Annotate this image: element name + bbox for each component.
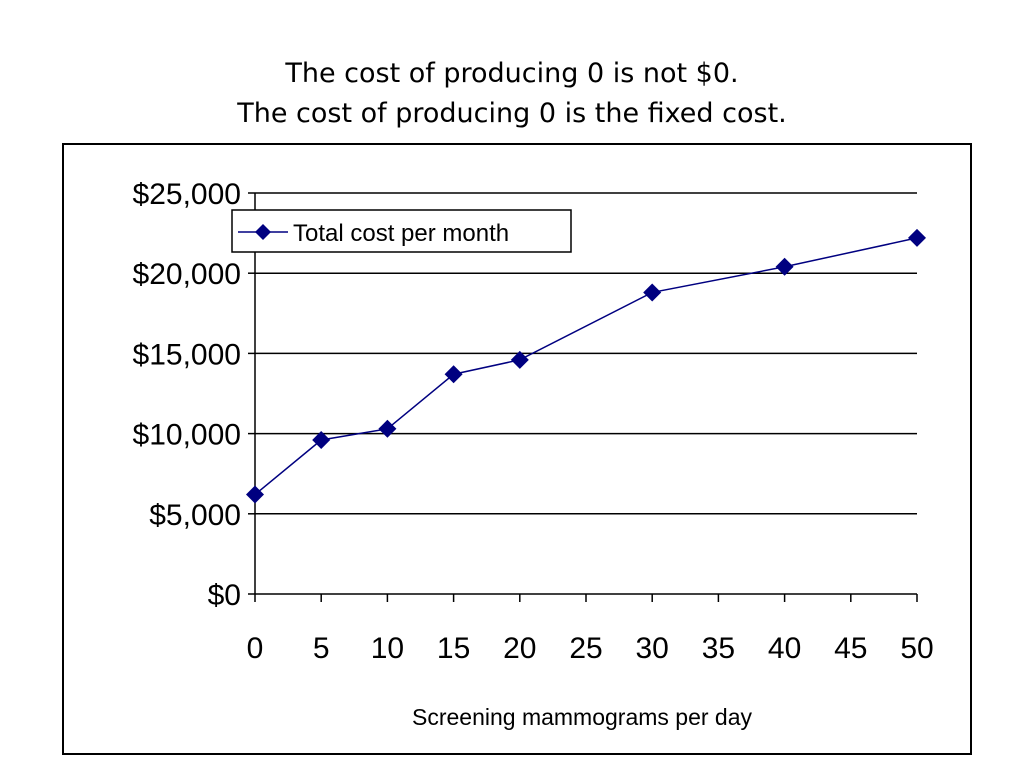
slide-title: The cost of producing 0 is not $0. The c… xyxy=(0,54,1024,134)
legend: Total cost per month xyxy=(231,209,572,253)
x-tick-label-9: 45 xyxy=(834,632,867,665)
x-tick-label-7: 35 xyxy=(702,632,735,665)
data-point-marker-4 xyxy=(510,350,529,369)
data-point-marker-0 xyxy=(246,485,264,504)
data-point-marker-3 xyxy=(444,365,463,384)
x-tick-label-4: 20 xyxy=(503,632,536,665)
y-tick-label-0: $0 xyxy=(208,579,241,612)
series-total-cost xyxy=(246,228,926,504)
series-line-0 xyxy=(254,237,918,496)
slide-title-line-1: The cost of producing 0 is not $0. xyxy=(285,58,739,89)
data-point-marker-1 xyxy=(312,431,331,450)
legend-box xyxy=(231,209,572,253)
x-tick-label-2: 10 xyxy=(371,632,404,665)
y-tick-label-5: $25,000 xyxy=(133,178,241,211)
x-tick-label-1: 5 xyxy=(313,632,330,665)
data-point-marker-6 xyxy=(775,257,794,276)
x-tick-label-6: 30 xyxy=(636,632,669,665)
y-tick-label-4: $20,000 xyxy=(133,258,241,291)
x-tick-label-10: 50 xyxy=(900,632,933,665)
slide-title-line-2: The cost of producing 0 is the fixed cos… xyxy=(237,98,787,129)
data-point-marker-7 xyxy=(908,228,926,247)
y-tick-label-1: $5,000 xyxy=(149,499,241,532)
axes: $0 $5,000 $10,000 $15,000 $20,000 $25,000 0 5 10… xyxy=(133,178,934,665)
x-tick-label-0: 0 xyxy=(247,632,264,665)
gridlines xyxy=(255,192,917,515)
y-tick-label-2: $10,000 xyxy=(133,419,241,452)
x-tick-label-5: 25 xyxy=(569,632,602,665)
line-chart: $0 $5,000 $10,000 $15,000 $20,000 $25,000 0 5 10… xyxy=(133,178,934,730)
legend-label: Total cost per month xyxy=(293,220,509,247)
data-point-marker-5 xyxy=(643,283,662,302)
chart-frame: $0 $5,000 $10,000 $15,000 $20,000 $25,000 0 5 10… xyxy=(62,143,972,755)
x-axis-title: Screening mammograms per day xyxy=(412,704,753,730)
data-point-marker-2 xyxy=(378,419,397,438)
y-tick-label-3: $15,000 xyxy=(133,338,241,371)
x-tick-label-8: 40 xyxy=(768,632,801,665)
x-tick-label-3: 15 xyxy=(437,632,470,665)
legend-diamond-marker xyxy=(255,224,271,240)
